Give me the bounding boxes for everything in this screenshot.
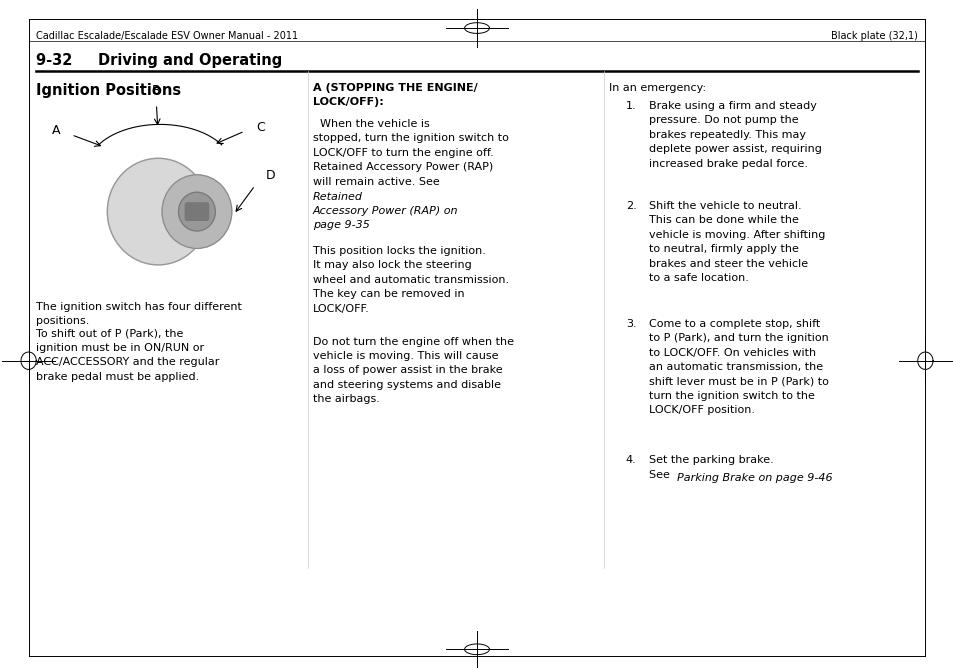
- Text: Do not turn the engine off when the
vehicle is moving. This will cause
a loss of: Do not turn the engine off when the vehi…: [313, 337, 514, 404]
- Text: The ignition switch has four different
positions.: The ignition switch has four different p…: [36, 302, 242, 327]
- Text: In an emergency:: In an emergency:: [608, 83, 705, 93]
- Text: C: C: [255, 121, 264, 134]
- Text: Parking Brake on page 9-46: Parking Brake on page 9-46: [677, 474, 832, 483]
- Text: Set the parking brake.
See: Set the parking brake. See: [648, 455, 773, 480]
- Text: When the vehicle is
stopped, turn the ignition switch to
LOCK/OFF to turn the en: When the vehicle is stopped, turn the ig…: [313, 119, 508, 186]
- Text: Come to a complete stop, shift
to P (Park), and turn the ignition
to LOCK/OFF. O: Come to a complete stop, shift to P (Par…: [648, 319, 828, 415]
- Text: D: D: [266, 169, 275, 182]
- Text: A: A: [51, 124, 60, 138]
- FancyBboxPatch shape: [185, 203, 209, 220]
- Text: Ignition Positions: Ignition Positions: [36, 83, 181, 98]
- Ellipse shape: [178, 192, 215, 231]
- Text: Shift the vehicle to neutral.
This can be done while the
vehicle is moving. Afte: Shift the vehicle to neutral. This can b…: [648, 201, 824, 283]
- Text: 1.: 1.: [625, 101, 636, 111]
- Text: B: B: [152, 84, 160, 97]
- Ellipse shape: [108, 158, 209, 265]
- Text: 4.: 4.: [625, 455, 636, 465]
- Text: 2.: 2.: [625, 201, 636, 211]
- Text: 3.: 3.: [625, 319, 636, 329]
- Text: Black plate (32,1): Black plate (32,1): [830, 31, 917, 41]
- Text: Cadillac Escalade/Escalade ESV Owner Manual - 2011: Cadillac Escalade/Escalade ESV Owner Man…: [36, 31, 298, 41]
- Text: To shift out of P (Park), the
ignition must be in ON/RUN or
ACC/ACCESSORY and th: To shift out of P (Park), the ignition m…: [36, 329, 219, 382]
- Text: A (STOPPING THE ENGINE/
LOCK/OFF):: A (STOPPING THE ENGINE/ LOCK/OFF):: [313, 83, 477, 108]
- Text: Brake using a firm and steady
pressure. Do not pump the
brakes repeatedly. This : Brake using a firm and steady pressure. …: [648, 101, 821, 168]
- Text: 9-32     Driving and Operating: 9-32 Driving and Operating: [36, 53, 282, 68]
- Ellipse shape: [162, 175, 232, 248]
- Text: This position locks the ignition.
It may also lock the steering
wheel and automa: This position locks the ignition. It may…: [313, 246, 509, 313]
- Text: Retained
Accessory Power (RAP) on
page 9-35: Retained Accessory Power (RAP) on page 9…: [313, 192, 458, 230]
